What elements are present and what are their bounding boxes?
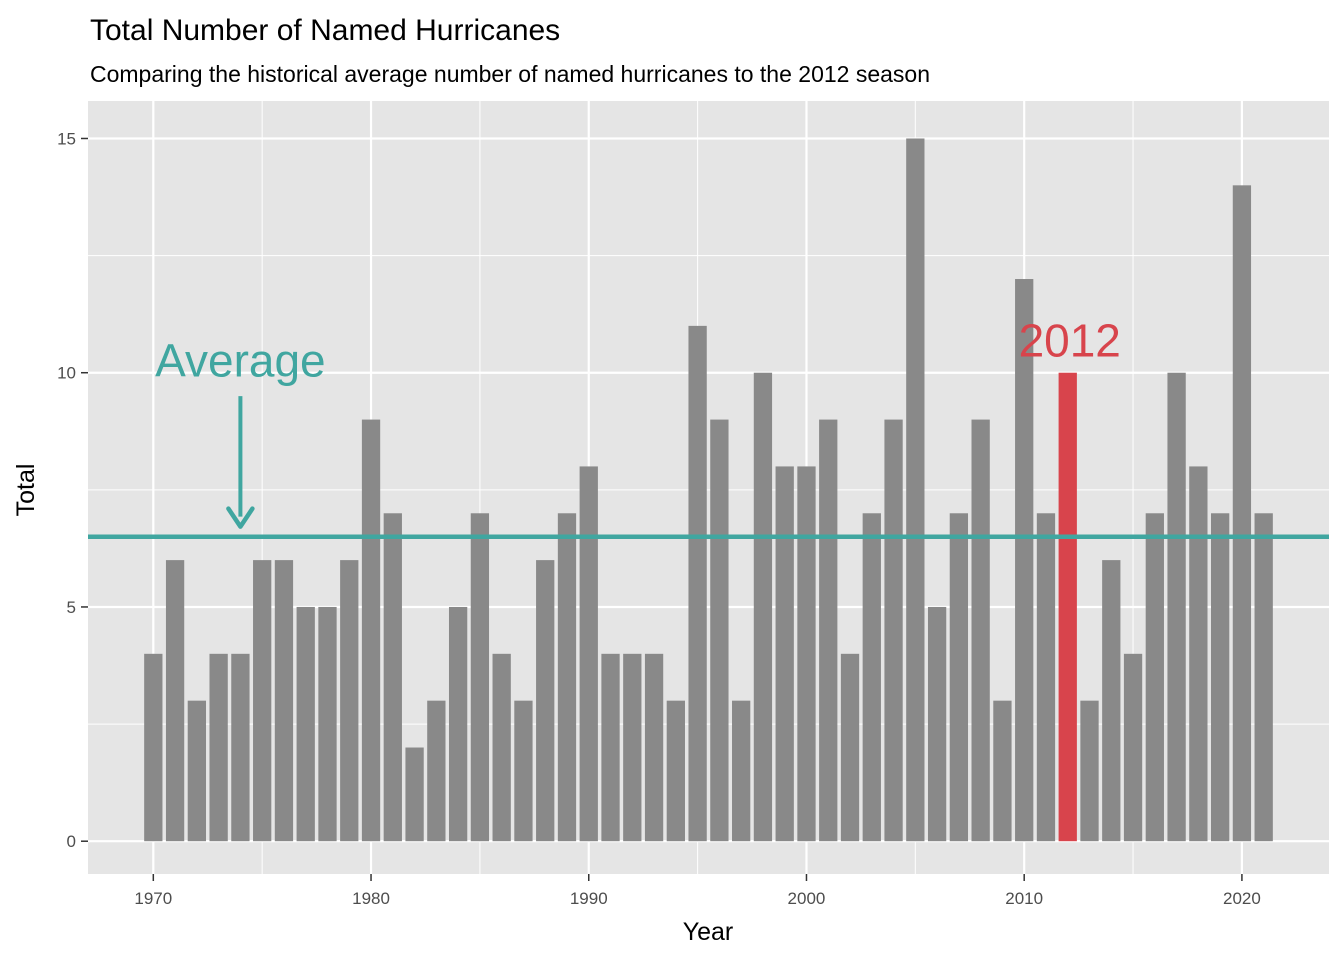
bar-1974 — [231, 653, 250, 842]
arrow-head — [226, 506, 255, 529]
bar-1996 — [710, 419, 729, 842]
bar-2006 — [927, 606, 947, 842]
bar-2013 — [1080, 700, 1099, 842]
bar-1977 — [296, 606, 315, 842]
bar-2007 — [949, 513, 969, 842]
bar-1979 — [340, 560, 359, 842]
bar-1989 — [557, 513, 577, 842]
bar-1986 — [492, 653, 511, 842]
bar-1992 — [623, 653, 642, 842]
bar-2004 — [884, 419, 903, 842]
bar-2014 — [1102, 560, 1121, 842]
x-tick-label: 1990 — [570, 889, 608, 908]
bar-1988 — [536, 560, 555, 842]
bar-2001 — [819, 419, 838, 842]
bar-2002 — [840, 653, 860, 842]
bar-2011 — [1036, 513, 1056, 842]
highlight-annotation: 2012 — [1019, 315, 1121, 367]
average-arrow — [226, 396, 255, 529]
bar-1985 — [470, 513, 490, 842]
bar-2016 — [1145, 513, 1164, 842]
bar-1982 — [405, 747, 424, 842]
x-axis-title: Year — [683, 918, 734, 946]
bar-2010 — [1015, 279, 1034, 842]
chart-subtitle: Comparing the historical average number … — [90, 61, 930, 87]
bar-2009 — [993, 700, 1012, 842]
bar-2019 — [1210, 513, 1230, 842]
x-tick-label: 2020 — [1223, 889, 1261, 908]
bar-1990 — [579, 466, 598, 842]
bar-highlight-2012 — [1058, 372, 1077, 842]
bar-1997 — [732, 700, 751, 842]
bar-2008 — [971, 419, 990, 842]
bar-1999 — [775, 466, 794, 842]
bar-1991 — [601, 653, 620, 842]
bar-1975 — [253, 560, 272, 842]
bar-1980 — [361, 419, 381, 842]
bar-2018 — [1189, 466, 1208, 842]
y-tick-label: 15 — [57, 129, 76, 148]
plot-panel — [88, 101, 1329, 874]
bar-1976 — [274, 560, 294, 842]
bar-1995 — [688, 325, 707, 842]
x-tick-label: 1970 — [134, 889, 172, 908]
bar-2021 — [1254, 513, 1273, 842]
y-tick-label: 10 — [57, 364, 76, 383]
bar-2000 — [797, 466, 816, 842]
x-tick-label: 2010 — [1005, 889, 1043, 908]
x-tick-label: 1980 — [352, 889, 390, 908]
bar-2015 — [1123, 653, 1143, 842]
y-axis-title: Total — [12, 464, 40, 517]
bar-2017 — [1167, 372, 1186, 842]
bar-2020 — [1232, 185, 1252, 842]
bar-1972 — [187, 700, 207, 842]
bar-1994 — [666, 700, 685, 842]
bar-1993 — [644, 653, 664, 842]
bar-1971 — [165, 560, 185, 842]
bar-1998 — [753, 372, 773, 842]
y-axis-ticks: 0 5 10 15 — [57, 129, 88, 851]
bar-1978 — [318, 606, 337, 842]
bar-1981 — [383, 513, 402, 842]
bar-1973 — [209, 653, 228, 842]
x-tick-label: 2000 — [788, 889, 826, 908]
bars — [144, 138, 1273, 842]
bar-1983 — [427, 700, 446, 842]
y-tick-label: 0 — [67, 832, 76, 851]
bar-1984 — [448, 606, 468, 842]
bar-2005 — [906, 138, 925, 842]
y-tick-label: 5 — [67, 598, 76, 617]
bar-2003 — [862, 513, 881, 842]
average-annotation: Average — [155, 335, 326, 387]
chart-title: Total Number of Named Hurricanes — [90, 14, 560, 47]
bar-1970 — [144, 653, 163, 842]
x-axis-ticks: 1970 1980 1990 2000 2010 2020 — [134, 874, 1261, 908]
bar-1987 — [514, 700, 533, 842]
